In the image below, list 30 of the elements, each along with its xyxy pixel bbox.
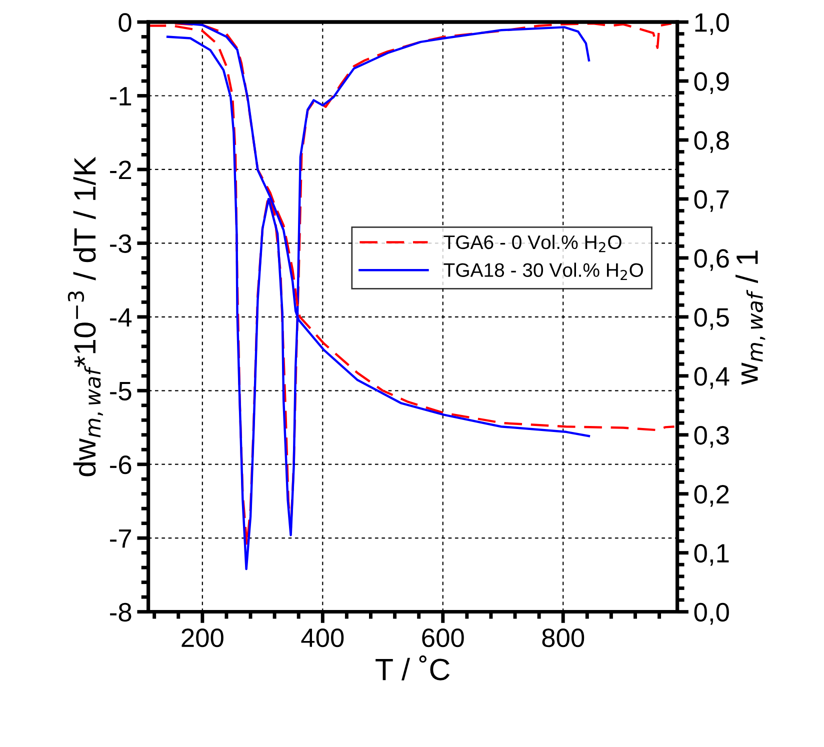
y2-tick-label: 1,0 <box>695 13 729 35</box>
y2-tick-label: 0,9 <box>694 72 729 94</box>
y-tick-label: -3 <box>110 234 132 254</box>
y-tick-label: -7 <box>110 529 132 548</box>
y-tick-label: -2 <box>110 160 132 180</box>
y2-tick-label: 0,0 <box>694 602 729 625</box>
x-tick-label: 400 <box>301 628 344 648</box>
x-tick-label: 600 <box>422 628 464 648</box>
y2-tick-label: 0,5 <box>694 308 729 330</box>
legend-label: TGA18 - 30 Vol.% H$_{2}$O <box>444 262 644 280</box>
y-tick-label: -5 <box>110 382 132 400</box>
y2-tick-label: 0,8 <box>694 131 729 153</box>
y2-axis-title: w$_{m,waf}$ / 1 <box>736 250 766 385</box>
line-series <box>148 22 672 547</box>
legend-label: TGA6 - 0 Vol.% H$_{2}$O <box>444 234 622 252</box>
y2-tick-label: 0,1 <box>694 544 729 566</box>
y2-tick-label: 0,6 <box>694 249 729 271</box>
y2-tick-label: 0,2 <box>694 484 729 507</box>
y-axis-title: dw$_{m,waf}$*10$^{−3}$ / dT / 1/K <box>68 156 103 476</box>
y-tick-label: -8 <box>110 602 132 622</box>
y2-tick-label: 0,4 <box>694 367 730 389</box>
y-tick-label: -6 <box>110 455 132 474</box>
y2-tick-label: 0,3 <box>694 426 729 448</box>
x-tick-label: 800 <box>542 628 584 648</box>
y2-tick-label: 0,7 <box>694 190 729 212</box>
y-tick-label: 0 <box>118 13 132 32</box>
x-tick-label: 200 <box>182 628 224 648</box>
y-tick-label: -1 <box>110 87 132 106</box>
x-axis-title: T / ˚C <box>376 655 450 680</box>
y-tick-label: -4 <box>110 308 132 326</box>
